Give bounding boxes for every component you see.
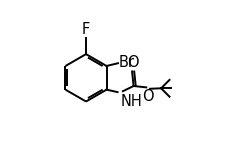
Text: F: F bbox=[82, 22, 90, 37]
Text: O: O bbox=[142, 89, 154, 104]
Text: NH: NH bbox=[121, 94, 143, 109]
Text: O: O bbox=[127, 55, 139, 70]
Text: Br: Br bbox=[118, 55, 134, 70]
